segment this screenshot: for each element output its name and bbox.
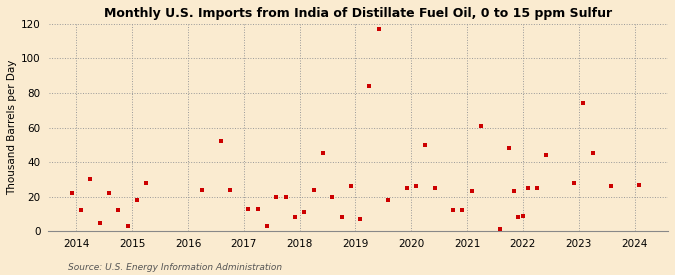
Point (225, 188, 236, 192)
Point (103, 191, 114, 195)
Point (373, 27, 384, 31)
Point (113, 208, 124, 213)
Point (513, 215, 524, 219)
Point (327, 194, 338, 199)
Point (252, 207, 263, 211)
Point (280, 194, 291, 199)
Point (476, 123, 487, 128)
Point (215, 139, 226, 144)
Point (132, 198, 142, 202)
Point (364, 84, 375, 88)
Point (522, 186, 533, 190)
Point (141, 181, 152, 185)
Point (76, 208, 86, 213)
Point (466, 189, 477, 194)
Point (448, 208, 458, 213)
Point (66, 191, 77, 195)
Point (243, 207, 254, 211)
Title: Monthly U.S. Imports from India of Distillate Fuel Oil, 0 to 15 ppm Sulfur: Monthly U.S. Imports from India of Disti… (104, 7, 612, 20)
Point (429, 186, 440, 190)
Point (122, 224, 133, 228)
Point (587, 151, 598, 156)
Point (308, 188, 319, 192)
Point (494, 227, 505, 232)
Point (336, 215, 347, 219)
Point (346, 184, 356, 188)
Point (508, 189, 519, 194)
Point (457, 208, 468, 213)
Point (578, 101, 589, 106)
Point (504, 146, 514, 150)
Point (290, 215, 300, 219)
Point (634, 182, 645, 187)
Point (518, 213, 529, 218)
Point (541, 153, 551, 157)
Text: Source: U.S. Energy Information Administration: Source: U.S. Energy Information Administ… (68, 263, 281, 272)
Y-axis label: Thousand Barrels per Day: Thousand Barrels per Day (7, 60, 17, 195)
Point (262, 224, 273, 228)
Point (95, 220, 105, 225)
Point (401, 186, 412, 190)
Point (299, 210, 310, 214)
Point (569, 181, 580, 185)
Point (196, 188, 207, 192)
Point (355, 217, 366, 221)
Point (420, 143, 431, 147)
Point (410, 184, 421, 188)
Point (271, 194, 281, 199)
Point (85, 177, 96, 182)
Point (317, 151, 328, 156)
Point (606, 184, 617, 188)
Point (383, 198, 394, 202)
Point (531, 186, 542, 190)
